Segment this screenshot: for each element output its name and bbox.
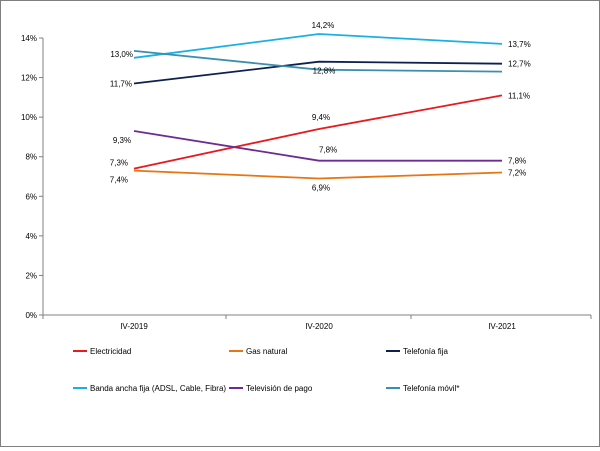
data-label: 9,4% xyxy=(312,113,330,122)
y-tick-label: 8% xyxy=(25,153,37,162)
legend: Electricidad Gas natural Telefonía fija Ban… xyxy=(73,347,459,393)
legend-label: Telefonía fija xyxy=(403,347,448,356)
y-tick-label: 12% xyxy=(21,74,37,83)
data-label: 7,3% xyxy=(110,159,128,168)
data-label: 7,8% xyxy=(508,157,526,166)
series-line xyxy=(133,60,503,85)
series-lines xyxy=(133,33,503,180)
y-tick-label: 4% xyxy=(25,232,37,241)
data-label: 7,4% xyxy=(110,176,128,185)
data-label: 7,2% xyxy=(508,169,526,178)
data-label: 11,1% xyxy=(508,91,530,100)
series-line xyxy=(133,50,503,73)
axes: 0% 2% 4% 6% 8% 10% 12% 14% IV-2019 IV-2020 IV-2021 xyxy=(21,34,592,331)
series-line xyxy=(133,33,503,59)
data-label: 12,7% xyxy=(508,60,531,69)
series-line xyxy=(133,169,503,180)
data-label: 12,8% xyxy=(313,67,336,76)
data-labels: 7,4% 9,4% 11,1% 7,3% 6,9% 7,2% 11,7% 12,7% 13,0%… xyxy=(110,21,531,192)
data-label: 13,7% xyxy=(508,40,531,49)
y-tick-label: 0% xyxy=(25,311,37,320)
x-tick-label: IV-2019 xyxy=(120,322,148,331)
series-line xyxy=(133,94,503,170)
y-tick-label: 2% xyxy=(25,271,37,280)
x-tick-label: IV-2020 xyxy=(305,322,333,331)
legend-label: Electricidad xyxy=(90,347,131,356)
legend-label: Televisión de pago xyxy=(246,384,313,393)
data-label: 9,3% xyxy=(113,136,131,145)
legend-label: Telefonía móvil* xyxy=(403,384,459,393)
legend-label: Banda ancha fija (ADSL, Cable, Fibra) xyxy=(90,384,226,393)
y-tick-label: 10% xyxy=(21,113,37,122)
y-tick-label: 6% xyxy=(25,192,37,201)
legend-label: Gas natural xyxy=(246,347,288,356)
data-label: 13,0% xyxy=(110,50,133,59)
series-line xyxy=(133,130,502,162)
y-tick-label: 14% xyxy=(21,34,37,43)
data-label: 14,2% xyxy=(312,21,335,30)
data-label: 11,7% xyxy=(110,80,132,89)
data-label: 6,9% xyxy=(312,183,330,192)
x-tick-label: IV-2021 xyxy=(488,322,516,331)
data-label: 7,8% xyxy=(319,146,337,155)
